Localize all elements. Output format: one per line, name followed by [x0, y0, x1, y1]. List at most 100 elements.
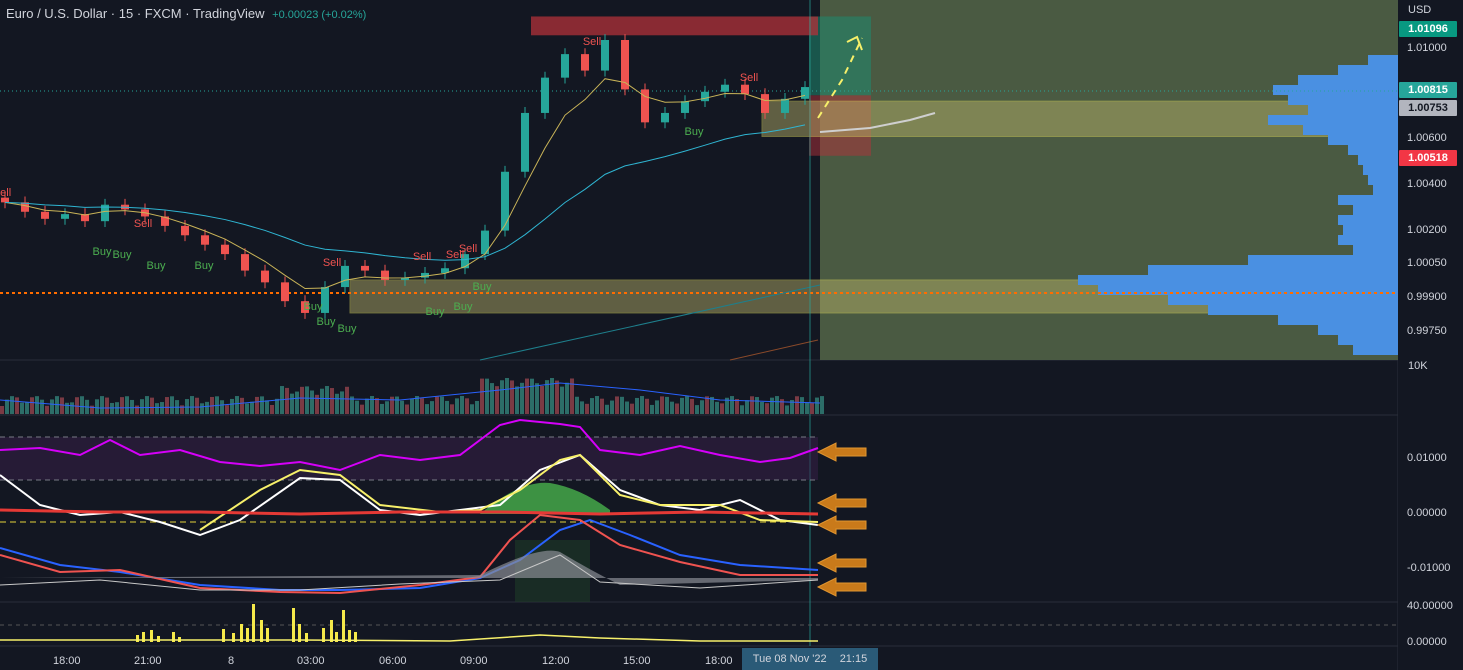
- volume-bar: [415, 396, 419, 414]
- volume-bar: [390, 396, 394, 414]
- volume-bar: [710, 396, 714, 414]
- volume-bar: [235, 396, 239, 414]
- candle-body: [181, 225, 189, 236]
- time-label: 15:00: [623, 655, 651, 667]
- volume-bar: [165, 397, 169, 414]
- volume-profile-bar: [1168, 295, 1398, 305]
- volume-profile-bar: [1348, 145, 1398, 155]
- volume-bar: [435, 396, 439, 414]
- volume-profile-bar: [1338, 215, 1398, 225]
- volume-bar: [670, 401, 674, 414]
- symbol-name[interactable]: Euro / U.S. Dollar: [6, 6, 108, 21]
- price-tick: 1.00200: [1407, 224, 1447, 236]
- volume-bar: [475, 400, 479, 414]
- crosshair-time-box: Tue 08 Nov '22 21:15: [742, 648, 878, 670]
- volume-bar: [805, 402, 809, 414]
- low-panel-spike: [172, 632, 175, 642]
- volume-bar: [400, 400, 404, 414]
- volume-bar: [605, 404, 609, 414]
- volume-bar: [750, 396, 754, 414]
- sell-signal: Sell: [134, 218, 152, 230]
- volume-bar: [580, 401, 584, 414]
- osc-tick: 0.01000: [1407, 452, 1447, 464]
- volume-bar: [25, 402, 29, 414]
- volume-bar: [570, 378, 574, 414]
- candle-body: [741, 84, 749, 95]
- volume-bar: [290, 393, 294, 414]
- price-tick: 0.99900: [1407, 291, 1447, 303]
- low-panel-spike: [330, 620, 333, 642]
- price-tag-ema: 1.00753: [1399, 100, 1457, 116]
- candle-body: [781, 98, 789, 113]
- volume-bar: [185, 399, 189, 414]
- volume-bar: [780, 399, 784, 414]
- volume-bar: [600, 398, 604, 414]
- volume-profile-bar: [1353, 345, 1398, 355]
- time-label: 18:00: [53, 655, 81, 667]
- candle-body: [601, 40, 609, 71]
- candle-body: [241, 254, 249, 271]
- volume-profile-bar: [1368, 55, 1398, 65]
- volume-bar: [685, 396, 689, 414]
- volume-bar: [775, 396, 779, 414]
- volume-bar: [495, 386, 499, 414]
- volume-bar: [820, 396, 824, 414]
- annotation-arrow: [816, 515, 867, 535]
- buy-signal: Buy: [426, 306, 445, 318]
- volume-profile-bar: [1268, 115, 1398, 125]
- volume-bar: [15, 397, 19, 414]
- candle-body: [201, 235, 209, 245]
- volume-bar: [295, 391, 299, 414]
- interval-label[interactable]: 15: [118, 6, 134, 21]
- low-panel-spike: [246, 628, 249, 642]
- volume-profile-bar: [1363, 165, 1398, 175]
- low-panel-spike: [292, 608, 295, 642]
- currency-label: USD: [1408, 4, 1432, 16]
- volume-bar: [650, 404, 654, 414]
- forecast-arrow: [846, 35, 863, 51]
- volume-bar: [550, 378, 554, 414]
- candle-body: [581, 54, 589, 71]
- buy-signal: Buy: [113, 249, 132, 261]
- annotation-arrow: [816, 553, 867, 573]
- volume-bar: [540, 385, 544, 414]
- volume-bar: [760, 401, 764, 414]
- volume-bar: [195, 397, 199, 414]
- volume-profile-bar: [1308, 105, 1398, 115]
- candle-body: [801, 87, 809, 99]
- volume-bar: [0, 406, 4, 414]
- candle-body: [681, 101, 689, 113]
- volume-bar: [695, 405, 699, 414]
- time-label: 18:00: [705, 655, 733, 667]
- volume-bar: [665, 396, 669, 414]
- volume-bar: [10, 396, 14, 414]
- volume-bar: [610, 400, 614, 414]
- volume-bar: [455, 398, 459, 414]
- low-panel-spike: [240, 624, 243, 642]
- volume-profile-bar: [1148, 265, 1398, 275]
- ema-slow-line: [4, 124, 806, 261]
- price-tick: 0.99750: [1407, 325, 1447, 337]
- macd-signal-line: [0, 554, 819, 591]
- volume-bar: [50, 399, 54, 414]
- buy-signal: Buy: [338, 323, 357, 335]
- volume-bar: [35, 396, 39, 414]
- price-tag-last: 1.00815: [1399, 82, 1457, 98]
- volume-bar: [140, 399, 144, 414]
- volume-bar: [240, 397, 244, 414]
- buy-signal: Buy: [93, 246, 112, 258]
- candle-body: [101, 204, 109, 222]
- volume-bar: [755, 397, 759, 414]
- low-panel-spike: [136, 635, 139, 642]
- longer-ma-line: [729, 339, 819, 361]
- volume-bar: [595, 396, 599, 414]
- candle-body: [261, 270, 269, 283]
- low-panel-spike: [354, 632, 357, 642]
- volume-bar: [800, 397, 804, 414]
- volume-bar: [190, 396, 194, 414]
- candle-body: [401, 277, 409, 280]
- candle-body: [321, 287, 329, 313]
- platform-label: TradingView: [192, 6, 265, 21]
- volume-bar: [640, 396, 644, 414]
